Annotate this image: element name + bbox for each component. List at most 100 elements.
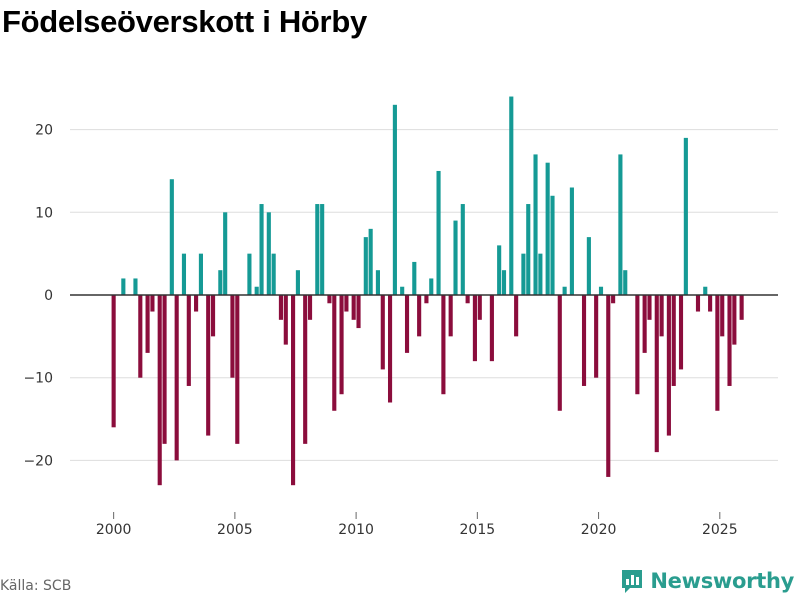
bar [703, 286, 708, 295]
bar [339, 295, 344, 395]
x-tick-label: 2005 [217, 522, 253, 538]
bar [647, 295, 652, 320]
bar [271, 253, 276, 295]
bar [514, 295, 519, 337]
bar [307, 295, 313, 320]
chart-title: Födelseöverskott i Hörby [2, 4, 367, 39]
y-tick-label: 10 [35, 205, 53, 221]
bar [436, 170, 441, 295]
bar [720, 295, 725, 337]
bar [739, 295, 744, 320]
bar [666, 295, 671, 436]
bars [111, 96, 744, 486]
bar [678, 295, 684, 370]
bar [392, 104, 397, 295]
bar [230, 295, 235, 378]
bar [562, 286, 567, 295]
bar [138, 295, 143, 378]
bar [254, 286, 259, 295]
bar [526, 204, 531, 295]
bar [206, 295, 211, 436]
bar [344, 295, 349, 312]
bar [538, 253, 543, 295]
bar [448, 295, 453, 337]
bar [618, 154, 623, 295]
bar [715, 295, 720, 411]
bar [145, 295, 150, 353]
bar [283, 295, 288, 345]
bar [174, 295, 179, 461]
bar [387, 295, 393, 403]
y-axis-labels: −20 −10 0 10 20 [23, 123, 53, 470]
bar [654, 295, 659, 453]
bar [695, 295, 701, 312]
bar [477, 295, 482, 320]
bar [223, 212, 228, 295]
bar [351, 295, 356, 320]
bar [121, 278, 126, 295]
bar [533, 154, 538, 295]
bar [581, 295, 587, 386]
source-note: Källa: SCB [0, 578, 72, 594]
brand-logo: Newsworthy [620, 568, 794, 594]
bar [453, 220, 458, 295]
bar [545, 162, 550, 295]
bar [550, 195, 555, 295]
x-axis-labels: 2000 2005 2010 2015 2020 2025 [96, 512, 738, 538]
bar [683, 137, 688, 295]
bar [611, 295, 616, 304]
bar [380, 295, 385, 370]
bar [671, 295, 676, 386]
bar [198, 253, 203, 295]
bar [303, 295, 308, 444]
bar [659, 295, 664, 337]
bar [732, 295, 737, 345]
bar [291, 295, 296, 486]
x-tick-label: 2000 [96, 522, 132, 538]
bar [557, 295, 562, 411]
bar [635, 295, 640, 395]
bar [598, 286, 604, 295]
bar [472, 295, 477, 362]
bar [429, 278, 434, 295]
y-tick-label: −10 [23, 371, 53, 387]
x-tick-label: 2010 [338, 522, 374, 538]
bar [278, 295, 283, 320]
bar [295, 270, 300, 295]
bar [210, 295, 216, 337]
bar [327, 295, 332, 304]
bar [465, 295, 470, 304]
bar [111, 295, 116, 428]
bar [266, 212, 271, 295]
bar [356, 295, 361, 329]
bar [133, 278, 138, 295]
y-tick-label: −20 [23, 453, 53, 469]
bar [569, 187, 574, 295]
bar [368, 228, 373, 295]
bar [412, 261, 417, 295]
bar [186, 295, 191, 386]
bar [606, 295, 611, 477]
bar [320, 204, 325, 295]
bar [235, 295, 240, 444]
bar [162, 295, 167, 444]
bar [642, 295, 647, 353]
bar [375, 270, 380, 295]
bar [727, 295, 732, 386]
bar [441, 295, 446, 395]
bar [259, 204, 264, 295]
bar [169, 179, 174, 295]
newsworthy-logo-icon [622, 570, 643, 593]
bar [594, 295, 599, 378]
brand-name: Newsworthy [650, 569, 794, 593]
bar [708, 295, 713, 312]
x-tick-label: 2020 [581, 522, 617, 538]
bar [157, 295, 162, 486]
bar [417, 295, 422, 337]
bar [363, 237, 368, 295]
y-tick-label: 0 [44, 288, 53, 304]
bar [247, 253, 252, 295]
bar [404, 295, 410, 353]
bar [497, 245, 502, 295]
